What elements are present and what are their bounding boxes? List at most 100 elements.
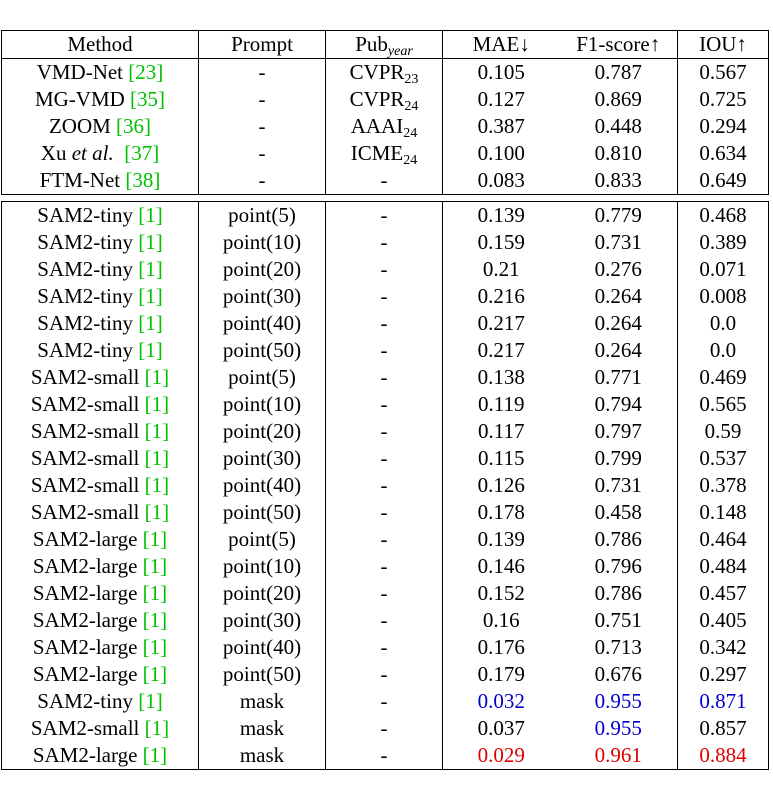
pub-venue: - bbox=[380, 311, 388, 335]
method-cell: SAM2-tiny [1] bbox=[1, 337, 199, 364]
pub-cell: - bbox=[325, 607, 443, 634]
pub-cell: - bbox=[325, 661, 443, 688]
pub-venue: - bbox=[380, 581, 388, 605]
citation-link: [38] bbox=[125, 168, 161, 192]
pub-cell: - bbox=[325, 715, 443, 742]
mae-cell: 0.176 bbox=[477, 635, 525, 659]
pub-cell: - bbox=[325, 337, 443, 364]
mae-cell: 0.179 bbox=[477, 662, 525, 686]
table-row: SAM2-large [1] point(20) -0.152 0.786 0.457 bbox=[1, 580, 769, 607]
method-cell: SAM2-tiny [1] bbox=[1, 229, 199, 256]
method-name: Xu bbox=[40, 141, 72, 165]
pub-venue: - bbox=[380, 689, 388, 713]
f1-cell: 0.787 bbox=[594, 60, 642, 84]
method-name: SAM2-tiny bbox=[37, 311, 139, 335]
pub-year: 23 bbox=[404, 72, 419, 87]
citation-link: [1] bbox=[144, 419, 170, 443]
header-prompt: Prompt bbox=[198, 30, 326, 59]
citation-link: [1] bbox=[142, 554, 168, 578]
f1-cell: 0.869 bbox=[594, 87, 642, 111]
method-name: SAM2-tiny bbox=[37, 689, 139, 713]
pub-cell: - bbox=[325, 472, 443, 499]
pub-venue: - bbox=[380, 230, 388, 254]
citation-link: [1] bbox=[142, 635, 168, 659]
pub-cell: CVPR24 bbox=[325, 86, 443, 113]
f1-cell: 0.799 bbox=[594, 446, 642, 470]
method-name: FTM-Net bbox=[39, 168, 126, 192]
pub-cell: - bbox=[325, 418, 443, 445]
mae-cell: 0.217 bbox=[477, 338, 525, 362]
table-row: SAM2-small [1] point(5) -0.138 0.771 0.469 bbox=[1, 364, 769, 391]
method-cell: Xu et al. [37] bbox=[1, 140, 199, 167]
method-name: SAM2-large bbox=[32, 662, 143, 686]
mae-cell: 0.139 bbox=[477, 527, 525, 551]
prompt-cell: point(20) bbox=[198, 580, 326, 607]
header-iou: IOU↑ bbox=[677, 30, 769, 59]
f1-cell: 0.264 bbox=[594, 338, 642, 362]
pub-venue: - bbox=[380, 527, 388, 551]
pub-cell: CVPR23 bbox=[325, 58, 443, 87]
method-name: SAM2-tiny bbox=[37, 284, 139, 308]
pub-venue: - bbox=[380, 500, 388, 524]
iou-cell: 0.297 bbox=[677, 661, 769, 688]
pub-venue: - bbox=[380, 662, 388, 686]
method-name: SAM2-tiny bbox=[37, 203, 139, 227]
method-name: SAM2-large bbox=[32, 527, 143, 551]
method-name: SAM2-tiny bbox=[37, 230, 139, 254]
iou-cell: 0.405 bbox=[677, 607, 769, 634]
method-cell: VMD-Net [23] bbox=[1, 58, 199, 86]
pub-cell: - bbox=[325, 526, 443, 553]
pub-venue: - bbox=[380, 446, 388, 470]
table-row: SAM2-small [1] point(30) -0.115 0.799 0.537 bbox=[1, 445, 769, 472]
method-name: SAM2-large bbox=[32, 554, 143, 578]
method-cell: SAM2-small [1] bbox=[1, 472, 199, 499]
method-cell: SAM2-tiny [1] bbox=[1, 283, 199, 310]
citation-link: [1] bbox=[138, 284, 163, 308]
header-f1: F1-score↑ bbox=[559, 30, 678, 59]
iou-cell: 0.565 bbox=[677, 391, 769, 418]
pub-cell: AAAI24 bbox=[325, 113, 443, 140]
method-cell: SAM2-small [1] bbox=[1, 364, 199, 391]
mae-cell: 0.152 bbox=[477, 581, 525, 605]
iou-cell: 0.469 bbox=[677, 364, 769, 391]
method-name: SAM2-small bbox=[30, 446, 145, 470]
table-row: SAM2-small [1] point(50) -0.178 0.458 0.148 bbox=[1, 499, 769, 526]
pub-venue: - bbox=[380, 338, 388, 362]
prompt-cell: point(40) bbox=[198, 634, 326, 661]
iou-cell: 0.008 bbox=[677, 283, 769, 310]
method-cell: SAM2-large [1] bbox=[1, 607, 199, 634]
method-cell: ZOOM [36] bbox=[1, 113, 199, 140]
prompt-cell: point(10) bbox=[198, 229, 326, 256]
method-cell: SAM2-small [1] bbox=[1, 391, 199, 418]
method-cell: SAM2-tiny [1] bbox=[1, 256, 199, 283]
prompt-cell: point(20) bbox=[198, 256, 326, 283]
pub-cell: - bbox=[325, 283, 443, 310]
method-cell: SAM2-large [1] bbox=[1, 742, 199, 770]
table-row: SAM2-large [1] point(30) -0.16 0.751 0.405 bbox=[1, 607, 769, 634]
pub-venue: - bbox=[380, 392, 388, 416]
method-cell: SAM2-small [1] bbox=[1, 499, 199, 526]
method-name: SAM2-small bbox=[30, 716, 145, 740]
table-row: SAM2-tiny [1] mask -0.032 0.955 0.871 bbox=[1, 688, 769, 715]
method-cell: MG-VMD [35] bbox=[1, 86, 199, 113]
pub-venue: - bbox=[380, 257, 388, 281]
method-cell: SAM2-tiny [1] bbox=[1, 201, 199, 229]
prompt-cell: - bbox=[198, 113, 326, 140]
prompt-cell: - bbox=[198, 167, 326, 195]
method-cell: SAM2-small [1] bbox=[1, 418, 199, 445]
mae-cell: 0.217 bbox=[477, 311, 525, 335]
f1-cell: 0.779 bbox=[594, 203, 642, 227]
pub-venue: - bbox=[380, 284, 388, 308]
pub-cell: - bbox=[325, 256, 443, 283]
method-name: SAM2-tiny bbox=[37, 338, 139, 362]
table-row: Xu et al. [37] - ICME24 0.100 0.810 0.634 bbox=[1, 140, 769, 167]
pub-venue: - bbox=[380, 168, 388, 192]
table-row: SAM2-large [1] point(40) -0.176 0.713 0.342 bbox=[1, 634, 769, 661]
prompt-cell: point(50) bbox=[198, 661, 326, 688]
iou-cell: 0.148 bbox=[677, 499, 769, 526]
iou-cell: 0.389 bbox=[677, 229, 769, 256]
iou-cell: 0.0 bbox=[677, 310, 769, 337]
citation-link: [23] bbox=[128, 60, 164, 84]
prior-methods-section: VMD-Net [23] - CVPR23 0.105 0.787 0.567 MG-VMD… bbox=[1, 58, 769, 195]
method-cell: SAM2-tiny [1] bbox=[1, 310, 199, 337]
